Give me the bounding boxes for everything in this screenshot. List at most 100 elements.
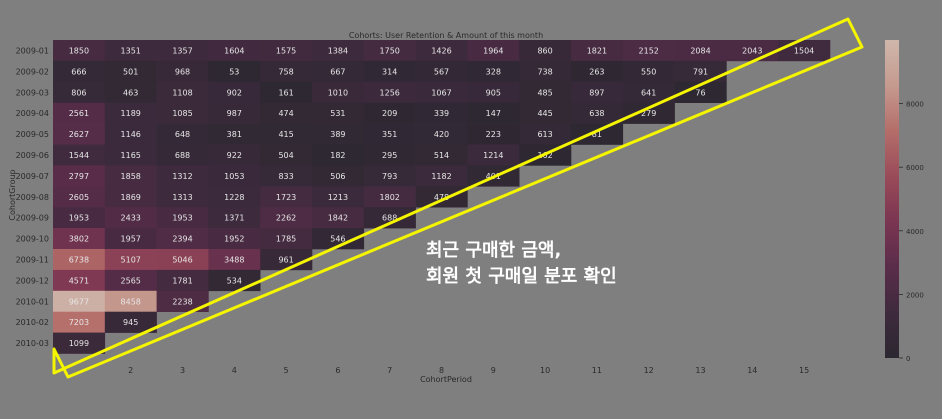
heatmap-cell-value: 3488 [224,255,244,264]
heatmap-cell [104,207,157,229]
heatmap-cell-value: 1256 [380,88,400,97]
heatmap-cell-value: 1357 [172,46,192,55]
heatmap-cell-value: 806 [71,88,86,97]
heatmap-cell-value: 147 [486,109,501,118]
y-tick-label: 2009-08 [16,193,49,202]
y-tick-label: 2009-01 [16,46,49,55]
y-tick-label: 2009-02 [16,67,49,76]
heatmap-cell [208,60,261,83]
heatmap-cell-value: 2797 [69,172,89,181]
heatmap-cell-value: 758 [278,67,293,76]
heatmap-cell [260,123,313,145]
heatmap-cell [312,60,365,83]
heatmap-cell-value: 688 [382,214,397,223]
heatmap-cell-value: 8458 [121,297,141,306]
heatmap-cell [208,207,261,229]
heatmap-cell [571,81,624,103]
heatmap-cell [53,40,106,62]
heatmap-cell [571,40,624,62]
x-tick-label: 9 [491,366,496,375]
heatmap-cell [622,40,675,62]
x-tick-label: 15 [799,366,809,375]
heatmap-cell-value: 1750 [380,46,400,55]
heatmap-cell [363,165,416,187]
x-tick-label: 8 [439,366,444,375]
heatmap-cell [156,40,209,62]
heatmap-cell-value: 5046 [172,255,192,264]
heatmap-cell [53,186,106,208]
heatmap-cell-value: 1858 [121,172,141,181]
heatmap-cell [104,249,157,271]
heatmap-cell-value: 1957 [121,235,141,244]
y-axis-label: CohortGroup [8,169,17,220]
heatmap-cell-value: 1214 [483,151,503,160]
y-tick-label: 2009-12 [16,276,49,285]
heatmap-cell [53,311,106,333]
heatmap-cell [312,102,365,124]
heatmap-cell-value: 1842 [328,214,348,223]
heatmap-cell-value: 860 [537,46,552,55]
heatmap-cell [467,81,520,103]
heatmap-cell [208,144,261,166]
heatmap-cell-value: 905 [486,88,501,97]
heatmap-cell [53,249,106,271]
heatmap-cell-value: 1099 [69,339,89,348]
heatmap-cell [260,207,313,229]
heatmap-cell-value: 295 [382,151,397,160]
heatmap-cell [104,40,157,62]
heatmap-cell [156,165,209,187]
heatmap-cell-value: 478 [434,193,449,202]
y-tick-label: 2010-01 [16,297,49,306]
heatmap-cell [104,228,157,250]
heatmap-cell [208,102,261,124]
heatmap-cell-value: 1313 [172,193,192,202]
x-tick-label: 13 [695,366,705,375]
heatmap-cell-value: 1426 [431,46,451,55]
heatmap-cell-value: 922 [227,151,242,160]
heatmap-cell [208,40,261,62]
heatmap-cell-value: 474 [278,109,293,118]
y-tick-label: 2009-09 [16,214,49,223]
heatmap-cell [156,60,209,83]
heatmap-cell [53,207,106,229]
heatmap-cell [571,102,624,124]
heatmap-cell [156,207,209,229]
y-tick-label: 2009-06 [16,151,49,160]
heatmap-cell [415,40,468,62]
heatmap-cell-value: 738 [537,67,552,76]
heatmap-cell-value: 381 [227,130,242,139]
heatmap-cell-value: 2627 [69,130,89,139]
heatmap-cell [674,81,727,103]
heatmap-cell-value: 5107 [121,255,141,264]
heatmap-cell-value: 1953 [69,214,89,223]
heatmap-cell [415,60,468,83]
heatmap-cell [104,123,157,145]
heatmap-cell [363,144,416,166]
heatmap-cell [208,165,261,187]
heatmap-cell [312,228,365,250]
heatmap-cell [156,228,209,250]
heatmap-cell-value: 1953 [172,214,192,223]
y-tick-label: 2010-03 [16,339,49,348]
heatmap-cell [104,144,157,166]
heatmap-cell [467,60,520,83]
x-tick-label: 10 [540,366,550,375]
annotation-line-2: 회원 첫 구매일 분포 확인 [426,266,617,287]
heatmap-cell-value: 1869 [121,193,141,202]
heatmap-cell-value: 1108 [172,88,192,97]
heatmap-cell [467,144,520,166]
heatmap-cell-value: 833 [278,172,293,181]
heatmap-cell [53,81,106,103]
yellow-highlight-parallelogram [52,17,864,379]
heatmap-cell-value: 1604 [224,46,244,55]
heatmap-cell-value: 968 [175,67,190,76]
heatmap-cell-value: 1146 [121,130,141,139]
heatmap-cell [363,81,416,103]
heatmap-cell-value: 9677 [69,297,89,306]
heatmap-cell-value: 688 [175,151,190,160]
heatmap-cell-value: 945 [123,318,138,327]
heatmap-cell [53,123,106,145]
heatmap-cell-value: 567 [434,67,449,76]
heatmap-cell [208,186,261,208]
heatmap-cell [415,144,468,166]
